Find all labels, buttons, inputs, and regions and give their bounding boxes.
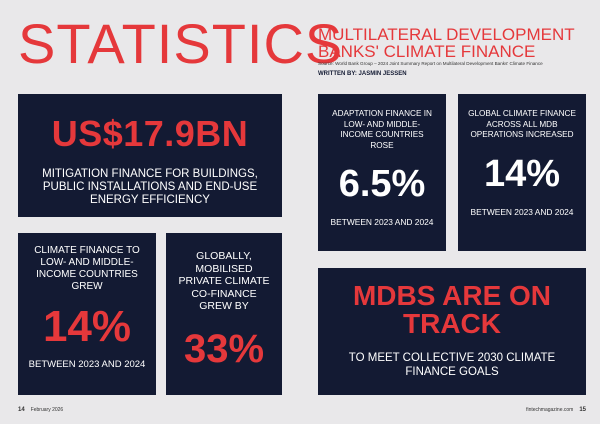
stat-value: 6.5% xyxy=(338,163,426,205)
stat-period: BETWEEN 2023 AND 2024 xyxy=(28,359,146,370)
source-note: Source: World Bank Group – 2024 Joint Su… xyxy=(318,61,543,66)
page-number-right: 15 xyxy=(579,407,586,413)
stat-description: TO MEET COLLECTIVE 2030 CLIMATE FINANCE … xyxy=(348,352,556,378)
stat-card-mitigation: US$17.9BN MITIGATION FINANCE FOR BUILDIN… xyxy=(18,94,282,217)
page-number-left: 14 xyxy=(18,407,25,413)
stat-description: GLOBAL CLIMATE FINANCE ACROSS ALL MDB OP… xyxy=(468,109,576,139)
page-title: STATISTICS xyxy=(18,12,344,75)
footer-right: fintechmagazine.com 15 xyxy=(526,407,586,413)
stat-card-on-track: MDBs ARE ON TRACK TO MEET COLLECTIVE 203… xyxy=(318,268,586,395)
article-heading: MULTILATERAL DEVELOPMENT BANKS' CLIMATE … xyxy=(318,25,575,61)
stat-value: 14% xyxy=(483,152,561,195)
stat-value: 14% xyxy=(42,302,132,351)
stat-description: ADAPTATION FINANCE IN LOW- AND MIDDLE-IN… xyxy=(332,109,432,150)
footer-left: 14 February 2026 xyxy=(18,407,63,413)
stat-description: MITIGATION FINANCE FOR BUILDINGS, PUBLIC… xyxy=(42,168,258,206)
issue-date: February 2026 xyxy=(30,407,64,413)
stat-card-global: GLOBAL CLIMATE FINANCE ACROSS ALL MDB OP… xyxy=(458,94,586,251)
site-url: fintechmagazine.com xyxy=(526,407,574,413)
stat-value: US$17.9BN xyxy=(51,113,249,154)
stat-description: CLIMATE FINANCE TO LOW- AND MIDDLE-INCOM… xyxy=(34,245,140,292)
byline: WRITTEN BY: JASMIN JESSEN xyxy=(318,71,407,77)
stat-headline: MDBs ARE ON TRACK xyxy=(352,280,552,339)
stat-card-cofinance: GLOBALLY, MOBILISED PRIVATE CLIMATE CO-F… xyxy=(166,233,282,395)
stat-value: 33% xyxy=(183,326,265,371)
stat-period: BETWEEN 2023 AND 2024 xyxy=(470,206,574,217)
stat-description: GLOBALLY, MOBILISED PRIVATE CLIMATE CO-F… xyxy=(178,250,270,312)
stat-card-lmic-growth: CLIMATE FINANCE TO LOW- AND MIDDLE-INCOM… xyxy=(18,233,156,395)
stat-card-adaptation: ADAPTATION FINANCE IN LOW- AND MIDDLE-IN… xyxy=(318,94,446,251)
stat-period: BETWEEN 2023 AND 2024 xyxy=(330,217,434,227)
